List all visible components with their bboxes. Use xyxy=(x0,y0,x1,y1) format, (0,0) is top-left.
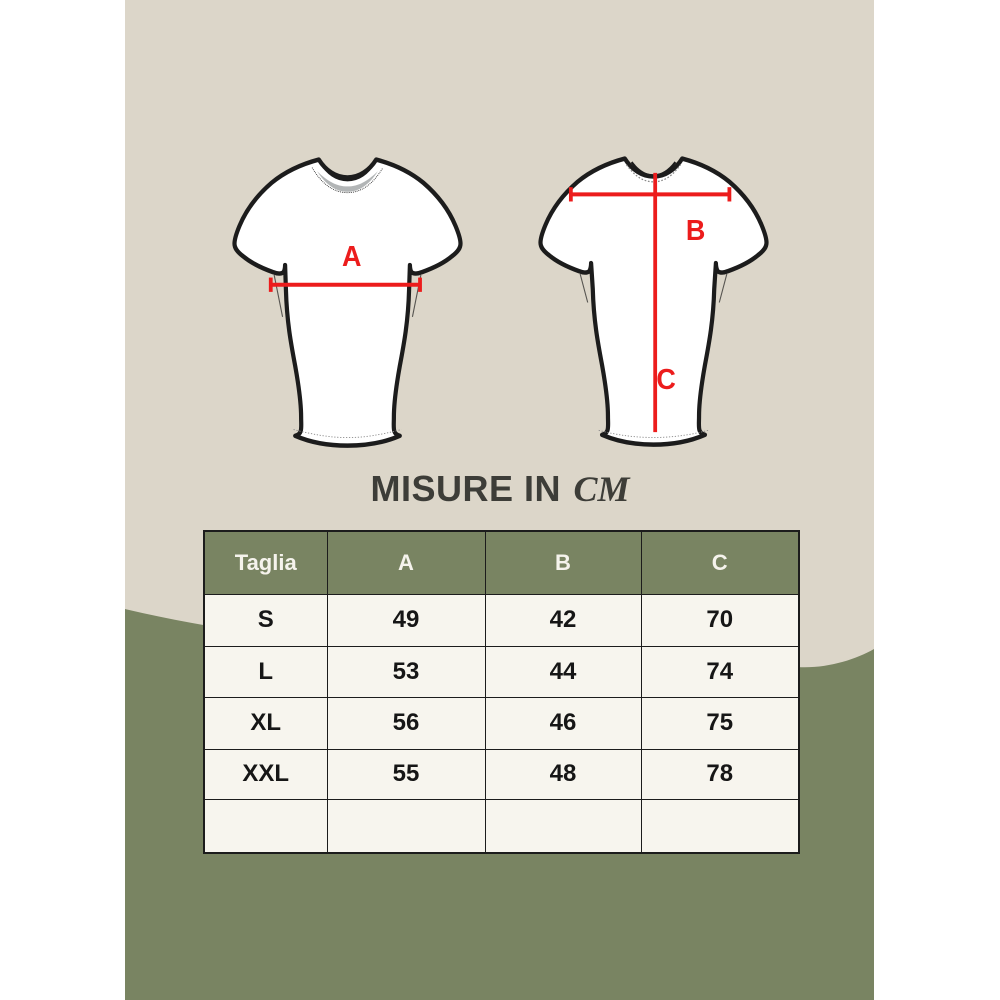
svg-text:B: B xyxy=(686,214,705,246)
svg-text:A: A xyxy=(342,240,361,272)
svg-text:C: C xyxy=(656,363,675,395)
